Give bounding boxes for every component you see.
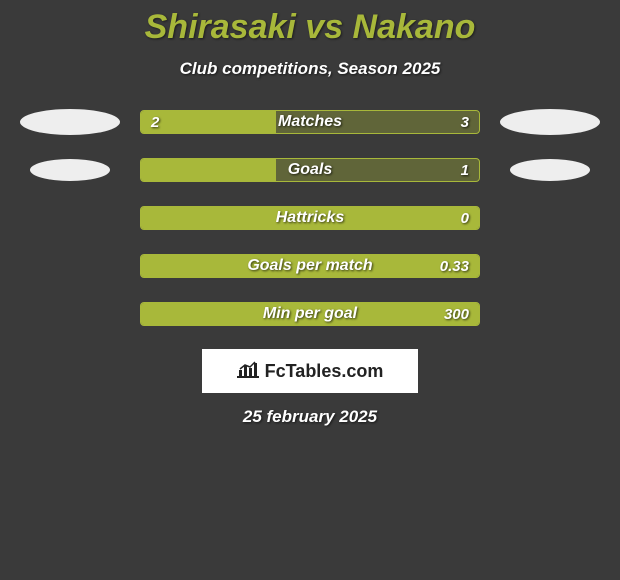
player-left-avatar (30, 159, 110, 181)
stat-bar: 2Matches3 (140, 110, 480, 134)
stat-row: Goals1 (0, 157, 620, 183)
chart-icon (237, 360, 259, 383)
stat-value-right: 0 (461, 207, 469, 229)
stat-bar: Goals per match0.33 (140, 254, 480, 278)
stat-value-right: 1 (461, 159, 469, 181)
stat-row: Min per goal300 (0, 301, 620, 327)
page-subtitle: Club competitions, Season 2025 (0, 59, 620, 79)
player-right-avatar (500, 109, 600, 135)
fctables-logo[interactable]: FcTables.com (202, 349, 418, 393)
stat-label: Hattricks (141, 207, 479, 229)
stat-value-right: 0.33 (440, 255, 469, 277)
comparison-container: Shirasaki vs Nakano Club competitions, S… (0, 0, 620, 427)
stat-rows: 2Matches3 Goals1 Hattricks0 Goals per match… (0, 109, 620, 327)
stat-row: Goals per match0.33 (0, 253, 620, 279)
stat-value-right: 300 (444, 303, 469, 325)
stat-bar: Goals1 (140, 158, 480, 182)
stat-label: Goals per match (141, 255, 479, 277)
stat-row: 2Matches3 (0, 109, 620, 135)
stat-label: Min per goal (141, 303, 479, 325)
logo-text: FcTables.com (265, 361, 384, 382)
stat-value-right: 3 (461, 111, 469, 133)
stat-label: Matches (141, 111, 479, 133)
stat-label: Goals (141, 159, 479, 181)
player-left-avatar (20, 109, 120, 135)
stat-row: Hattricks0 (0, 205, 620, 231)
stat-bar: Hattricks0 (140, 206, 480, 230)
stat-bar: Min per goal300 (140, 302, 480, 326)
player-right-avatar (510, 159, 590, 181)
date-label: 25 february 2025 (0, 407, 620, 427)
page-title: Shirasaki vs Nakano (0, 8, 620, 47)
